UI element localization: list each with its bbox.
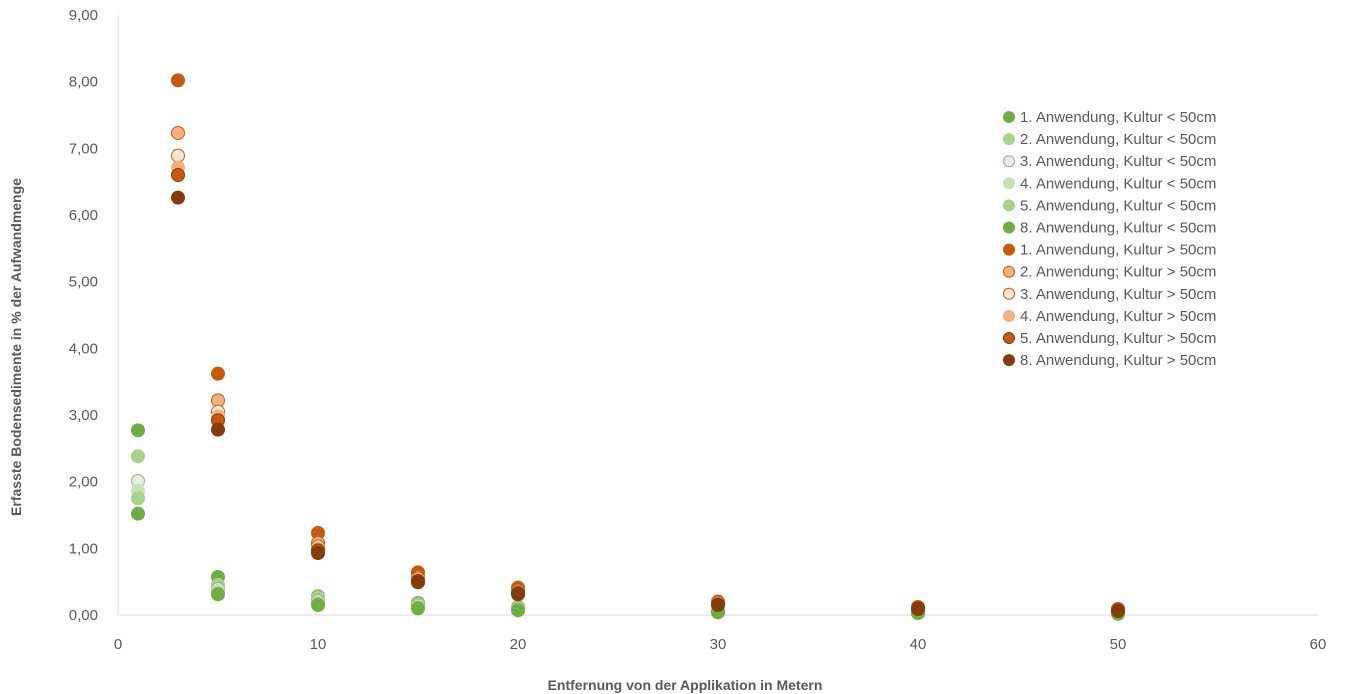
- y-tick-label: 2,00: [69, 474, 98, 491]
- series-1: [131, 423, 1125, 620]
- data-point: [171, 73, 185, 88]
- legend-label: 5. Anwendung, Kultur > 50cm: [1020, 330, 1216, 347]
- x-tick-label: 10: [310, 636, 327, 653]
- x-tick-label: 40: [910, 636, 927, 653]
- legend-marker: [1003, 133, 1015, 146]
- data-point: [171, 126, 185, 140]
- x-tick-label: 20: [510, 636, 527, 653]
- legend-item: 5. Anwendung, Kultur < 50cm: [1003, 197, 1216, 214]
- data-point: [171, 148, 185, 163]
- tick-labels: 0 10 20 30 40 50 60 0,00 1,00 2,00 3,00 4,00 5,00 6,0…: [69, 7, 1327, 653]
- legend-marker: [1003, 177, 1015, 190]
- y-tick-label: 1,00: [69, 540, 98, 557]
- y-tick-label: 3,00: [69, 407, 98, 424]
- legend-item: 5. Anwendung, Kultur > 50cm: [1003, 330, 1216, 347]
- series-12: [171, 190, 1125, 618]
- legend-item: 3. Anwendung, Kultur > 50cm: [1003, 286, 1216, 303]
- legend-item: 8. Anwendung, Kultur < 50cm: [1003, 220, 1216, 237]
- series-3: [131, 474, 1125, 621]
- x-tick-label: 60: [1310, 636, 1327, 653]
- y-tick-label: 7,00: [69, 140, 98, 157]
- data-point: [411, 575, 425, 590]
- x-axis-title: Entfernung von der Applikation in Metern: [548, 677, 823, 693]
- legend-label: 4. Anwendung, Kultur > 50cm: [1020, 308, 1216, 325]
- legend-label: 8. Anwendung, Kultur < 50cm: [1020, 220, 1216, 237]
- data-point: [131, 491, 145, 506]
- legend-label: 1. Anwendung, Kultur > 50cm: [1020, 242, 1216, 259]
- legend-label: 8. Anwendung, Kultur > 50cm: [1020, 352, 1216, 369]
- legend-label: 3. Anwendung, Kultur < 50cm: [1020, 153, 1216, 170]
- data-point: [511, 603, 525, 618]
- data-point: [211, 366, 225, 381]
- legend-label: 4. Anwendung, Kultur < 50cm: [1020, 175, 1216, 192]
- legend-item: 3. Anwendung, Kultur < 50cm: [1003, 153, 1216, 170]
- series-4: [131, 484, 1125, 621]
- legend-item: 2. Anwendung; Kultur > 50cm: [1003, 264, 1216, 281]
- data-point: [411, 601, 425, 616]
- legend-label: 2. Anwendung; Kultur > 50cm: [1020, 264, 1216, 281]
- x-tick-label: 30: [710, 636, 727, 653]
- y-tick-label: 5,00: [69, 274, 98, 291]
- legend-label: 1. Anwendung, Kultur < 50cm: [1020, 109, 1216, 126]
- data-point: [211, 422, 225, 437]
- y-tick-label: 4,00: [69, 340, 98, 357]
- legend-marker: [1003, 243, 1015, 256]
- data-point: [171, 190, 185, 205]
- legend-marker: [1003, 111, 1015, 123]
- data-point: [311, 546, 325, 560]
- legend-item: 1. Anwendung, Kultur < 50cm: [1003, 109, 1216, 126]
- data-point: [711, 598, 725, 612]
- legend-item: 1. Anwendung, Kultur > 50cm: [1003, 242, 1216, 259]
- data-points: [131, 73, 1125, 621]
- data-point: [511, 587, 525, 602]
- data-point: [171, 168, 185, 182]
- legend-item: 4. Anwendung, Kultur < 50cm: [1003, 175, 1216, 192]
- y-axis-title: Erfasste Bodensedimente in % der Aufwand…: [8, 178, 24, 516]
- x-tick-label: 0: [114, 636, 122, 653]
- legend-marker: [1003, 332, 1015, 344]
- x-tick-label: 50: [1110, 636, 1127, 653]
- data-point: [211, 587, 225, 602]
- legend-item: 8. Anwendung, Kultur > 50cm: [1003, 352, 1216, 369]
- series-2: [131, 449, 1125, 620]
- series-5: [131, 491, 1125, 621]
- legend-marker: [1003, 354, 1015, 367]
- legend-marker: [1003, 309, 1015, 322]
- legend: 1. Anwendung, Kultur < 50cm 2. Anwendung,…: [1003, 109, 1216, 369]
- data-point: [311, 598, 325, 612]
- legend-marker: [1003, 265, 1015, 278]
- y-tick-label: 9,00: [69, 7, 98, 24]
- legend-marker: [1003, 155, 1015, 168]
- y-tick-label: 8,00: [69, 74, 98, 91]
- legend-marker: [1003, 199, 1015, 212]
- data-point: [131, 506, 145, 521]
- y-tick-label: 0,00: [69, 607, 98, 624]
- data-point: [1111, 604, 1125, 618]
- data-point: [911, 602, 925, 616]
- legend-label: 5. Anwendung, Kultur < 50cm: [1020, 197, 1216, 214]
- series-7: [171, 73, 1125, 616]
- legend-marker: [1003, 221, 1015, 234]
- legend-item: 4. Anwendung, Kultur > 50cm: [1003, 308, 1216, 325]
- y-tick-label: 6,00: [69, 207, 98, 224]
- legend-label: 3. Anwendung, Kultur > 50cm: [1020, 286, 1216, 303]
- data-point: [131, 423, 145, 438]
- data-point: [131, 449, 145, 464]
- series-6: [131, 506, 1125, 621]
- legend-label: 2. Anwendung, Kultur < 50cm: [1020, 131, 1216, 148]
- legend-item: 2. Anwendung, Kultur < 50cm: [1003, 131, 1216, 148]
- legend-marker: [1003, 287, 1015, 300]
